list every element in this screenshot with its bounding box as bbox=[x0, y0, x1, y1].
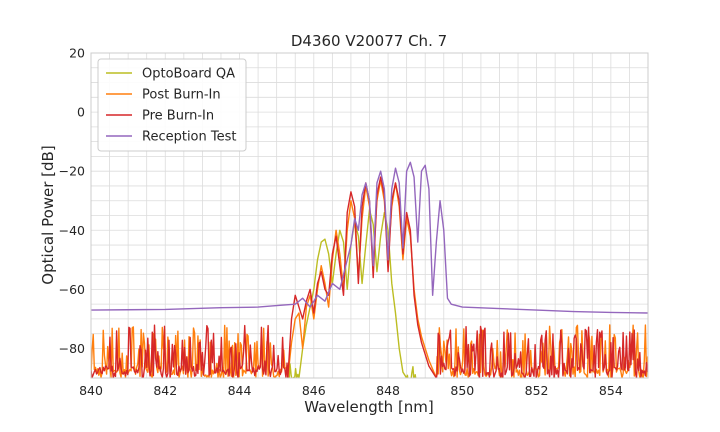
series-line bbox=[91, 176, 648, 378]
y-axis-label: Optical Power [dB] bbox=[39, 145, 57, 284]
x-tick-label: 840 bbox=[79, 383, 103, 398]
x-tick-label: 842 bbox=[153, 383, 177, 398]
x-tick-label: 844 bbox=[228, 383, 252, 398]
legend-label: Reception Test bbox=[142, 130, 236, 145]
x-tick-label: 854 bbox=[599, 383, 623, 398]
plot-frame bbox=[90, 52, 649, 379]
legend: OptoBoard QA Post Burn-In Pre Burn-In Recep… bbox=[97, 58, 247, 152]
y-tick-label: 0 bbox=[77, 105, 85, 120]
y-tick-label: 20 bbox=[69, 46, 85, 61]
chart-title: D4360 V20077 Ch. 7 bbox=[291, 32, 447, 50]
legend-label: OptoBoard QA bbox=[142, 67, 235, 82]
y-tick-label: −80 bbox=[59, 341, 85, 356]
tick-labels: 840 842 844 846 848 850 852 854 20 0 −20 −40 −60 −80 bbox=[59, 46, 623, 399]
y-tick-label: −60 bbox=[59, 282, 85, 297]
x-tick-label: 846 bbox=[302, 383, 326, 398]
legend-label: Post Burn-In bbox=[142, 88, 221, 103]
series-line bbox=[91, 161, 648, 314]
y-tick-label: −20 bbox=[59, 164, 85, 179]
x-axis-label: Wavelength [nm] bbox=[304, 398, 434, 416]
x-tick-label: 852 bbox=[525, 383, 549, 398]
legend-box bbox=[97, 58, 247, 152]
x-tick-label: 848 bbox=[376, 383, 400, 398]
y-tick-label: −40 bbox=[59, 223, 85, 238]
legend-label: Pre Burn-In bbox=[142, 109, 214, 124]
x-tick-label: 850 bbox=[450, 383, 474, 398]
series-layer bbox=[91, 161, 648, 378]
